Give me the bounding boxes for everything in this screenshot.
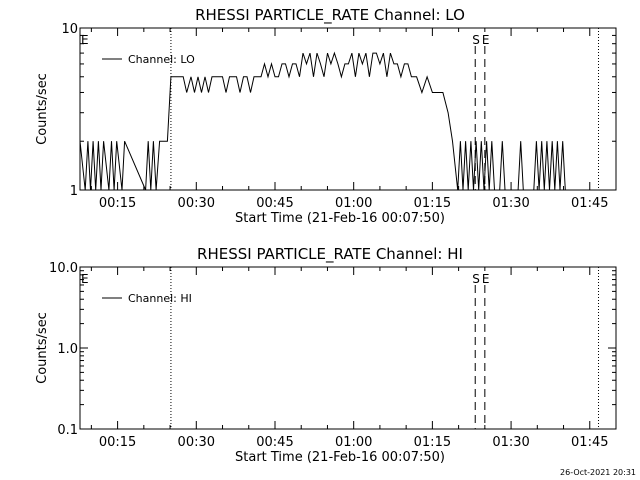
x-tick-label: 01:45 xyxy=(571,435,608,450)
y-axis-label: Counts/sec xyxy=(35,73,50,145)
x-axis-label: Start Time (21-Feb-16 00:07:50) xyxy=(235,450,445,465)
x-tick-label: 00:45 xyxy=(256,435,293,450)
chart-title: RHESSI PARTICLE_RATE Channel: LO xyxy=(195,6,465,25)
x-tick-label: 01:00 xyxy=(335,435,372,450)
annotation-label: E xyxy=(81,272,89,286)
plot-frame xyxy=(79,27,617,191)
x-tick-label: 00:15 xyxy=(99,435,136,450)
panel-hi: RHESSI PARTICLE_RATE Channel: HI 00:15 00:… xyxy=(35,245,617,465)
annotation-label: E xyxy=(482,33,490,47)
y-tick-label: 1 xyxy=(70,184,78,199)
x-tick-label: 01:15 xyxy=(414,196,451,211)
x-axis-label: Start Time (21-Feb-16 00:07:50) xyxy=(235,211,445,226)
annotation-label: S xyxy=(472,272,480,286)
panel-lo: RHESSI PARTICLE_RATE Channel: LO 00:15 00:… xyxy=(35,6,617,226)
y-tick-label: 10.0 xyxy=(49,261,78,276)
chart-title: RHESSI PARTICLE_RATE Channel: HI xyxy=(197,245,463,264)
footer-timestamp: 26-Oct-2021 20:31 xyxy=(560,468,636,477)
annotation-label: E xyxy=(482,272,490,286)
x-tick-label: 00:30 xyxy=(178,435,215,450)
series-line xyxy=(79,51,569,191)
x-tick-label: 01:15 xyxy=(414,435,451,450)
x-tick-label: 00:15 xyxy=(99,196,136,211)
y-axis-label: Counts/sec xyxy=(35,312,50,384)
x-tick-label: 00:45 xyxy=(256,196,293,211)
annotation-label: S xyxy=(472,33,480,47)
x-tick-label: 01:45 xyxy=(571,196,608,211)
x-tick-label: 01:00 xyxy=(335,196,372,211)
x-tick-label: 01:30 xyxy=(492,435,529,450)
y-tick-label: 0.1 xyxy=(57,423,78,438)
annotation-label: E xyxy=(81,33,89,47)
y-tick-label: 1.0 xyxy=(57,342,78,357)
x-tick-label: 00:30 xyxy=(178,196,215,211)
legend-entry: Channel: HI xyxy=(128,292,192,305)
legend-entry: Channel: LO xyxy=(128,53,195,66)
y-tick-label: 10 xyxy=(61,22,78,37)
x-tick-label: 01:30 xyxy=(492,196,529,211)
